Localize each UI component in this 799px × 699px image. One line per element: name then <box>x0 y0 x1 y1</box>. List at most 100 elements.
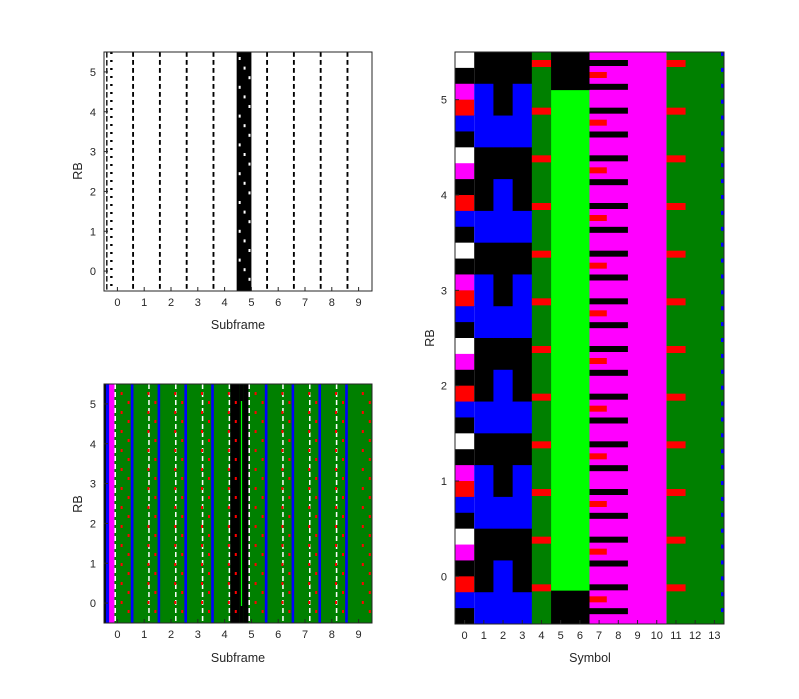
top-left-cell <box>266 244 269 249</box>
right-ref-signal <box>666 155 686 163</box>
right-cell <box>721 131 724 136</box>
bottom-left-cell <box>282 472 284 477</box>
top-left-cell <box>212 164 215 169</box>
bottom-left-cell <box>335 440 338 445</box>
bottom-left-cell <box>201 480 204 485</box>
bottom-left-cell <box>105 384 110 623</box>
bottom-left-cell <box>148 496 150 501</box>
bottom-left-dot <box>234 534 237 537</box>
top-left-cell <box>266 156 269 161</box>
right-cell <box>512 560 533 593</box>
top-left-ytick-label: 5 <box>90 67 96 79</box>
right-cell-symbol0 <box>455 353 475 371</box>
bottom-left-cell <box>175 472 177 477</box>
bottom-left-dot <box>341 591 344 594</box>
bottom-left-cell <box>201 608 204 613</box>
bottom-left-cell <box>335 520 338 525</box>
right-cell <box>474 210 494 244</box>
bottom-left-dot <box>361 392 364 395</box>
right-ref-signal <box>666 441 686 449</box>
right-cell <box>589 274 628 281</box>
bottom-left-dot <box>368 572 371 575</box>
top-left-cell <box>158 76 161 81</box>
bottom-left-dot <box>234 420 237 423</box>
top-left-cell <box>158 116 161 121</box>
right-cell <box>589 155 628 162</box>
right-ytick-label: 3 <box>441 285 447 297</box>
top-left-cell <box>292 84 295 89</box>
top-left-cell <box>319 100 322 105</box>
bottom-left-dot <box>174 563 177 566</box>
top-left-cell <box>106 84 108 90</box>
top-left-cell <box>110 84 113 86</box>
bottom-left-cell <box>228 616 231 621</box>
bottom-left-cell <box>309 584 311 589</box>
top-left-cell <box>266 76 269 81</box>
bottom-left-cell <box>114 416 117 421</box>
top-left-cell <box>346 268 349 273</box>
bottom-left-dot <box>315 610 318 613</box>
bottom-left-dot <box>288 534 291 537</box>
bottom-left-cell <box>282 440 284 445</box>
bottom-left-dot <box>154 458 157 461</box>
bottom-left-dot <box>174 506 177 509</box>
bottom-left-dot <box>361 582 364 585</box>
bottom-left-dot <box>315 572 318 575</box>
top-left-cell <box>292 108 295 113</box>
top-left-speck <box>238 114 241 118</box>
right-cell <box>721 512 724 517</box>
bottom-left-dot <box>181 591 184 594</box>
bottom-left-cell <box>148 520 150 525</box>
top-left-cell <box>212 92 215 97</box>
right-cell <box>512 465 533 498</box>
top-left-cell <box>158 220 161 225</box>
right-cell <box>589 584 628 591</box>
bottom-left-dot <box>308 525 311 528</box>
bottom-left-cell <box>201 584 204 589</box>
top-left-cell <box>346 108 349 113</box>
top-left-speck <box>238 172 241 176</box>
bottom-left-dot <box>154 534 157 537</box>
top-left-cell <box>292 92 295 97</box>
right-cell <box>493 560 514 593</box>
bottom-left-cell <box>114 544 117 549</box>
bottom-left-dot <box>154 477 157 480</box>
bottom-left-cell <box>309 424 311 429</box>
bottom-left-dot <box>254 411 257 414</box>
top-left-cell <box>346 228 349 233</box>
bottom-left-dot <box>127 477 130 480</box>
bottom-left-cell <box>175 456 177 461</box>
bottom-left-cell <box>201 408 204 413</box>
right-cell-symbol0 <box>455 496 475 514</box>
right-cell <box>512 496 533 530</box>
bottom-left-cell <box>228 512 231 517</box>
top-left-cell <box>110 228 113 230</box>
bottom-left-cell <box>148 528 150 533</box>
bottom-left-cell <box>335 408 338 413</box>
top-left-cell <box>132 132 135 137</box>
top-left-cell <box>158 132 161 137</box>
top-left-cell <box>266 252 269 257</box>
bottom-left-cell <box>335 584 338 589</box>
right-cell <box>721 353 724 358</box>
right-cell-symbol0 <box>455 131 475 148</box>
bottom-left-dot <box>147 487 150 490</box>
bottom-left-cell <box>228 456 231 461</box>
top-left-cell <box>292 180 295 185</box>
right-cell <box>474 83 494 117</box>
bottom-left-dot <box>368 439 371 442</box>
top-left-cell <box>292 116 295 121</box>
top-left-cell <box>266 68 269 73</box>
top-left-cell <box>266 180 269 185</box>
top-left-cell <box>185 236 188 241</box>
bottom-left-cell <box>282 568 284 573</box>
bottom-left-dot <box>127 401 130 404</box>
bottom-left-cell <box>148 480 150 485</box>
right-cell-symbol0 <box>455 385 475 403</box>
bottom-left-cell <box>114 552 117 557</box>
bottom-left-dot <box>120 525 123 528</box>
bottom-left-cell <box>148 584 150 589</box>
bottom-left-cell <box>114 456 117 461</box>
right-cell-symbol0 <box>455 195 475 212</box>
bottom-left-dot <box>147 601 150 604</box>
